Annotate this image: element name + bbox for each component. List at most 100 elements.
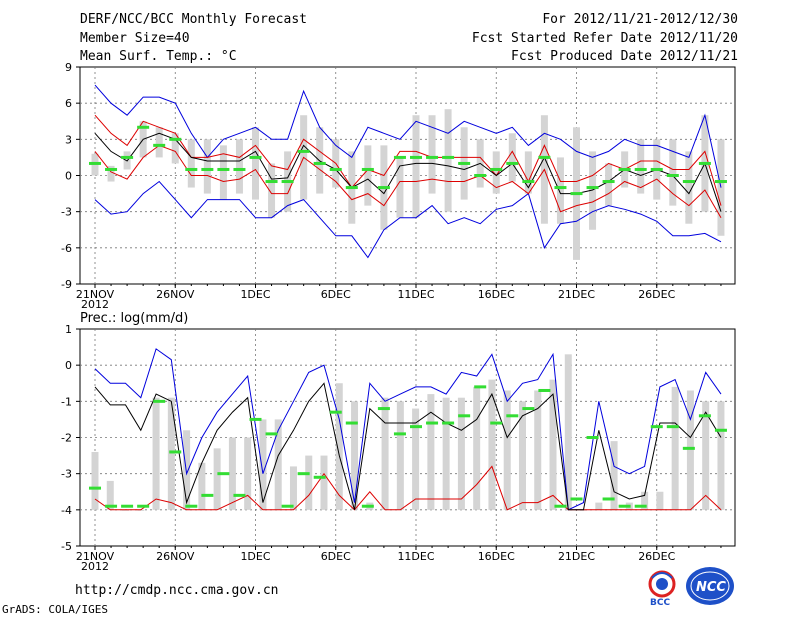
prec-xtick-label: 26DEC <box>638 550 675 563</box>
prec-obs-marker <box>185 504 198 508</box>
temp-ytick-label: -9 <box>61 278 72 291</box>
temp-spread-bar <box>412 115 420 218</box>
temp-spread-bar <box>187 139 195 188</box>
prec-spread-bar <box>274 419 282 510</box>
temp-obs-marker <box>490 167 503 171</box>
prec-obs-marker <box>345 421 358 425</box>
prec-obs-marker <box>714 428 727 432</box>
temp-xtick-label: 11DEC <box>397 288 434 301</box>
temp-obs-marker <box>169 137 182 141</box>
prec-obs-marker <box>538 388 551 392</box>
prec-spread-bar <box>106 480 114 510</box>
ncc-logo-text: NCC <box>696 580 726 595</box>
prec-ytick-label: -4 <box>61 504 72 517</box>
temp-mean-line <box>94 132 722 212</box>
prec-obs-marker <box>377 407 390 411</box>
prec-ytick-label: 1 <box>65 323 72 336</box>
temp-obs-marker <box>586 186 599 190</box>
bcc-logo-text: BCC <box>650 598 670 608</box>
prec-spread-bar <box>427 394 435 510</box>
prec-obs-marker <box>490 421 503 425</box>
temp-obs-marker <box>714 180 727 184</box>
prec-spread-bar <box>335 383 343 510</box>
prec-obs-marker <box>281 504 294 508</box>
prec-obs-marker <box>570 497 583 501</box>
prec-spread-bar <box>213 448 221 510</box>
temp-obs-marker <box>185 167 198 171</box>
temp-obs-marker <box>474 174 487 177</box>
temp-spread-bar <box>524 151 532 194</box>
prec-obs-marker <box>217 472 230 476</box>
precipitation-panel: -5 -4 -3 -2 -1 0 1 21NOV 26NOV 1DEC 6DEC 11DEC 16DEC… <box>61 323 736 573</box>
prec-obs-marker <box>233 493 246 497</box>
prec-spread-bar <box>686 390 694 510</box>
logos: BCC NCC <box>648 567 734 608</box>
prec-obs-marker <box>121 504 134 508</box>
prec-obs-marker <box>458 414 471 418</box>
temp-obs-marker <box>265 180 278 184</box>
prec-spread-bar <box>91 451 99 510</box>
prec-spread-bar <box>122 509 130 511</box>
temp-obs-marker <box>506 161 519 165</box>
prec-spread-bar <box>351 401 359 510</box>
temp-obs-marker <box>345 186 358 190</box>
temp-max-line <box>94 84 722 188</box>
prec-spread-bar <box>198 462 206 510</box>
temp-xtick-label: 16DEC <box>478 288 515 301</box>
temperature-panel: -9 -6 -3 0 3 6 9 21NOV 26NOV 1DEC 6DEC 11DEC 16DEC 21… <box>61 61 736 311</box>
temp-ytick-label: -6 <box>61 242 72 255</box>
temp-obs-marker <box>89 161 101 165</box>
prec-spread-bar <box>289 466 297 510</box>
prec-spread-bar <box>457 397 465 510</box>
prec-obs-marker <box>313 475 326 479</box>
prec-obs-marker <box>329 410 342 414</box>
prec-spread-bar <box>518 401 526 510</box>
prec-obs-marker <box>634 504 647 508</box>
temp-ytick-label: 3 <box>65 133 72 146</box>
prec-ytick-label: -5 <box>61 540 72 553</box>
temp-xtick-label: 1DEC <box>240 288 270 301</box>
prec-obs-marker <box>586 436 599 439</box>
temp-obs-marker <box>297 149 310 153</box>
temp-spread-bar <box>508 133 516 182</box>
temp-spread-bar <box>235 139 243 194</box>
temp-obs-marker <box>538 155 551 159</box>
temp-upper-line <box>94 114 722 206</box>
temp-obs-marker <box>281 180 294 184</box>
temp-spread-bar <box>396 157 404 218</box>
prec-spread-bar <box>167 397 175 510</box>
temp-xtick-label: 6DEC <box>321 288 351 301</box>
prec-ytick-label: -1 <box>61 395 72 408</box>
temp-obs-marker <box>698 161 711 165</box>
temp-spread-bar <box>444 109 452 212</box>
prec-ytick-label: -2 <box>61 432 72 445</box>
temp-spread-bar <box>155 127 163 158</box>
prec-obs-marker <box>426 421 439 425</box>
temp-obs-marker <box>426 155 439 159</box>
prec-obs-marker <box>650 425 663 429</box>
temp-obs-marker <box>666 174 679 177</box>
prec-obs-marker <box>153 399 166 403</box>
prec-xtick-sublabel: 2012 <box>81 560 109 573</box>
prec-spread-bar <box>396 401 404 510</box>
temp-obs-marker <box>329 167 342 171</box>
temp-spread-bar <box>364 145 372 206</box>
temp-obs-marker <box>682 180 695 184</box>
prec-obs-marker <box>410 425 422 429</box>
temp-xtick-label: 21NOV <box>76 288 115 301</box>
temp-spread-bar <box>685 151 693 224</box>
prec-obs-marker <box>554 504 567 508</box>
temp-spread-bar <box>605 163 613 206</box>
prec-obs-marker <box>265 432 278 436</box>
prec-mean-line <box>94 382 722 511</box>
prec-spread-bar <box>320 455 328 510</box>
source-url: http://cmdp.ncc.cma.gov.cn <box>75 583 279 598</box>
temp-spread-bar <box>492 151 500 194</box>
temp-obs-marker <box>377 186 390 190</box>
temp-obs-marker <box>634 167 647 171</box>
prec-spread-bar <box>442 397 450 510</box>
temp-spread-bar <box>669 139 677 206</box>
temp-ytick-label: 6 <box>65 97 72 110</box>
temp-obs-marker <box>393 155 406 159</box>
